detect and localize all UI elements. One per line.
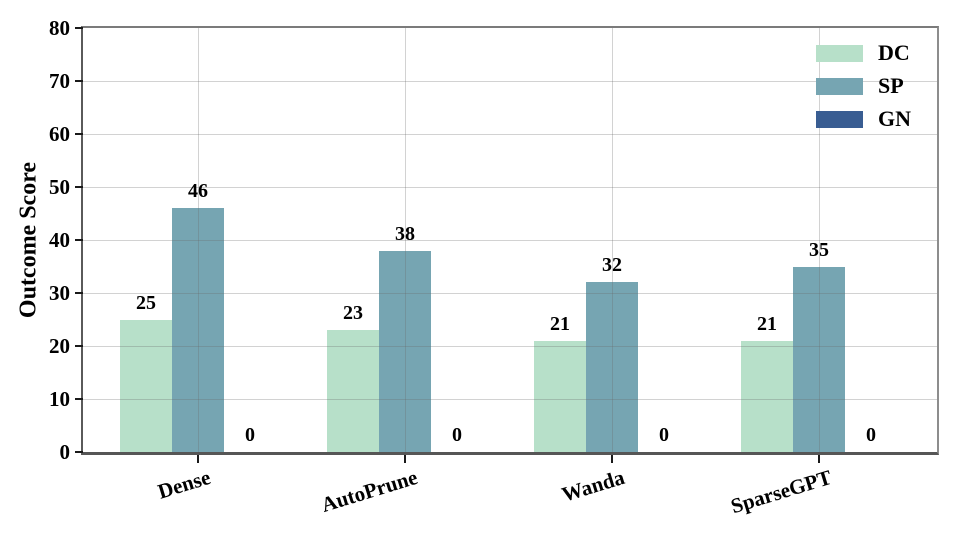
bar-SP-Wanda	[586, 282, 638, 452]
v-gridline	[818, 28, 820, 452]
x-tick-label-Dense: Dense	[154, 464, 214, 504]
plot-area: 25 23 21 21 46 38 32 35 0 0 0 0 DC SP GN	[81, 26, 939, 455]
y-tick	[75, 27, 83, 29]
v-gridline	[197, 28, 199, 452]
y-axis-title: Outcome Score	[15, 161, 42, 319]
bar-value-label: 32	[602, 254, 622, 277]
x-tick	[818, 455, 820, 463]
legend-label-SP: SP	[878, 73, 904, 98]
v-gridline	[611, 28, 613, 452]
bar-value-label: 21	[757, 312, 777, 335]
y-tick-label: 50	[49, 175, 70, 199]
y-tick-label: 40	[49, 228, 70, 252]
bar-value-label: 25	[136, 291, 156, 314]
h-gridline	[83, 80, 937, 82]
y-tick	[75, 451, 83, 453]
bar-DC-SparseGPT	[741, 340, 793, 452]
y-tick-label: 70	[49, 69, 70, 93]
h-gridline	[83, 398, 937, 400]
h-gridline	[83, 239, 937, 241]
bar-value-label: 0	[866, 424, 876, 446]
y-tick-label: 60	[49, 122, 70, 146]
bar-DC-Wanda	[534, 340, 586, 452]
x-tick-label-SparseGPT: SparseGPT	[727, 464, 835, 519]
x-tick	[197, 455, 199, 463]
x-tick	[404, 455, 406, 463]
bar-DC-AutoPrune	[327, 330, 379, 452]
y-tick	[75, 345, 83, 347]
legend-swatch-DC	[816, 45, 863, 62]
v-gridline	[404, 28, 406, 452]
bar-DC-Dense	[120, 319, 172, 452]
legend-swatch-GN	[816, 111, 863, 128]
h-gridline	[83, 133, 937, 135]
bar-value-label: 21	[550, 312, 570, 335]
legend-label-GN: GN	[878, 106, 911, 131]
x-tick-label-AutoPrune: AutoPrune	[318, 464, 421, 517]
y-tick-label: 30	[49, 281, 70, 305]
bar-SP-Dense	[172, 208, 224, 452]
y-tick-label: 80	[49, 16, 70, 40]
bar-value-label: 0	[452, 424, 462, 446]
y-tick	[75, 292, 83, 294]
y-tick-label: 10	[49, 387, 70, 411]
y-tick	[75, 133, 83, 135]
x-tick	[611, 455, 613, 463]
h-gridline	[83, 292, 937, 294]
bar-value-label: 46	[188, 180, 208, 203]
bar-SP-AutoPrune	[379, 250, 431, 452]
h-gridline	[83, 345, 937, 347]
legend-label-DC: DC	[878, 40, 910, 65]
y-tick	[75, 186, 83, 188]
bar-value-label: 0	[659, 424, 669, 446]
h-gridline	[83, 186, 937, 188]
bar-SP-SparseGPT	[793, 266, 845, 452]
bar-value-label: 23	[343, 302, 363, 325]
bar-value-label: 35	[809, 238, 829, 261]
x-tick-label-Wanda: Wanda	[558, 464, 628, 507]
y-tick-label: 20	[49, 334, 70, 358]
y-tick	[75, 398, 83, 400]
y-tick	[75, 80, 83, 82]
y-tick	[75, 239, 83, 241]
bar-value-label: 0	[245, 424, 255, 446]
y-tick-label: 0	[59, 440, 71, 464]
bar-value-label: 38	[395, 222, 415, 245]
legend-swatch-SP	[816, 78, 863, 95]
